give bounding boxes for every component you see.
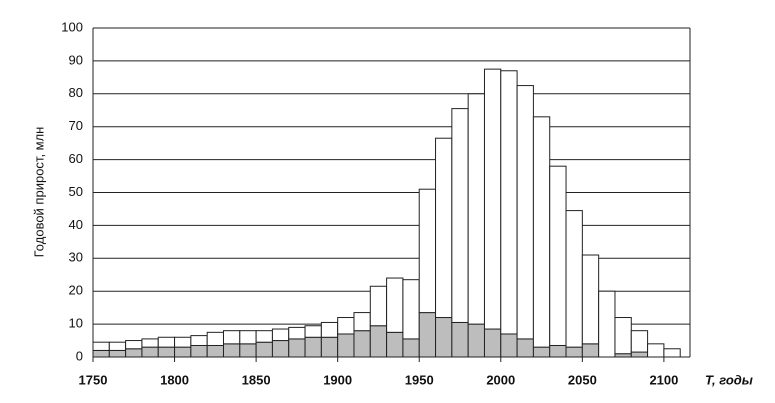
x-tick-label: 1900 bbox=[323, 372, 352, 387]
bar bbox=[369, 325, 388, 358]
bar bbox=[402, 338, 420, 358]
bar bbox=[614, 317, 632, 355]
y-tick-label: 100 bbox=[61, 19, 83, 34]
bar bbox=[92, 341, 110, 351]
bar bbox=[157, 336, 176, 348]
bar bbox=[369, 285, 388, 327]
y-axis-label: Годовой прирост, млн bbox=[31, 127, 46, 258]
x-tick-label: 1800 bbox=[160, 372, 189, 387]
bar bbox=[630, 330, 649, 353]
bar bbox=[549, 165, 567, 346]
bar bbox=[500, 70, 518, 335]
y-tick-label: 10 bbox=[69, 316, 83, 331]
bar bbox=[418, 188, 437, 314]
bar bbox=[255, 330, 273, 343]
bar bbox=[255, 341, 273, 358]
bar bbox=[353, 330, 371, 358]
y-tick-label: 80 bbox=[69, 85, 83, 100]
bar bbox=[304, 325, 322, 338]
bar bbox=[483, 68, 502, 330]
bar bbox=[174, 336, 192, 348]
bar bbox=[565, 346, 583, 358]
bar bbox=[500, 333, 518, 358]
y-tick-label: 70 bbox=[69, 118, 83, 133]
bar bbox=[108, 349, 127, 358]
bar bbox=[190, 344, 208, 358]
bar bbox=[206, 331, 224, 346]
bar bbox=[271, 340, 290, 358]
bar bbox=[532, 116, 551, 348]
bar bbox=[418, 312, 437, 358]
x-tick-label: 2000 bbox=[486, 372, 515, 387]
x-tick-label: 1750 bbox=[79, 372, 108, 387]
bar bbox=[435, 137, 453, 319]
y-tick-label: 40 bbox=[69, 217, 83, 232]
x-tick-label: 2050 bbox=[568, 372, 597, 387]
bar bbox=[239, 343, 257, 358]
y-tick-label: 90 bbox=[69, 52, 83, 67]
bar bbox=[337, 317, 355, 335]
y-tick-label: 50 bbox=[69, 184, 83, 199]
bar bbox=[630, 351, 649, 358]
bar bbox=[320, 321, 339, 338]
bar bbox=[647, 343, 665, 358]
bar bbox=[581, 254, 600, 345]
bar bbox=[222, 343, 241, 358]
bar bbox=[288, 338, 306, 358]
bar bbox=[141, 346, 159, 358]
bar bbox=[467, 93, 485, 325]
bar bbox=[516, 338, 534, 358]
bar bbox=[565, 210, 583, 348]
bar bbox=[125, 348, 143, 358]
bar bbox=[222, 330, 241, 345]
bar bbox=[92, 349, 110, 358]
bar bbox=[467, 323, 485, 358]
x-tick-label: 1950 bbox=[405, 372, 434, 387]
bar bbox=[125, 340, 143, 350]
bar bbox=[337, 333, 355, 358]
bar bbox=[402, 279, 420, 340]
bar bbox=[174, 346, 192, 358]
bar bbox=[663, 348, 681, 358]
bar bbox=[141, 338, 159, 348]
bar bbox=[532, 346, 551, 358]
x-tick-label: 1850 bbox=[242, 372, 271, 387]
y-tick-label: 0 bbox=[76, 348, 83, 363]
y-tick-label: 60 bbox=[69, 151, 83, 166]
bar bbox=[435, 317, 453, 358]
bar bbox=[386, 331, 404, 358]
bar bbox=[304, 336, 322, 358]
x-tick-label: 2100 bbox=[649, 372, 678, 387]
bar bbox=[516, 85, 534, 340]
bar bbox=[598, 290, 616, 358]
bar bbox=[190, 335, 208, 346]
bar bbox=[157, 346, 176, 358]
bar bbox=[581, 343, 600, 358]
y-tick-label: 20 bbox=[69, 283, 83, 298]
bar bbox=[451, 108, 469, 323]
bar bbox=[353, 312, 371, 332]
y-tick-label: 30 bbox=[69, 250, 83, 265]
bar bbox=[386, 277, 404, 333]
bar bbox=[288, 326, 306, 340]
bar bbox=[483, 328, 502, 358]
bar bbox=[271, 328, 290, 342]
x-axis-label: T, годы bbox=[705, 372, 753, 387]
bar bbox=[549, 344, 567, 358]
bar bbox=[320, 336, 339, 358]
bar bbox=[451, 321, 469, 358]
bar bbox=[108, 341, 127, 351]
bar bbox=[239, 330, 257, 345]
bar bbox=[206, 344, 224, 358]
